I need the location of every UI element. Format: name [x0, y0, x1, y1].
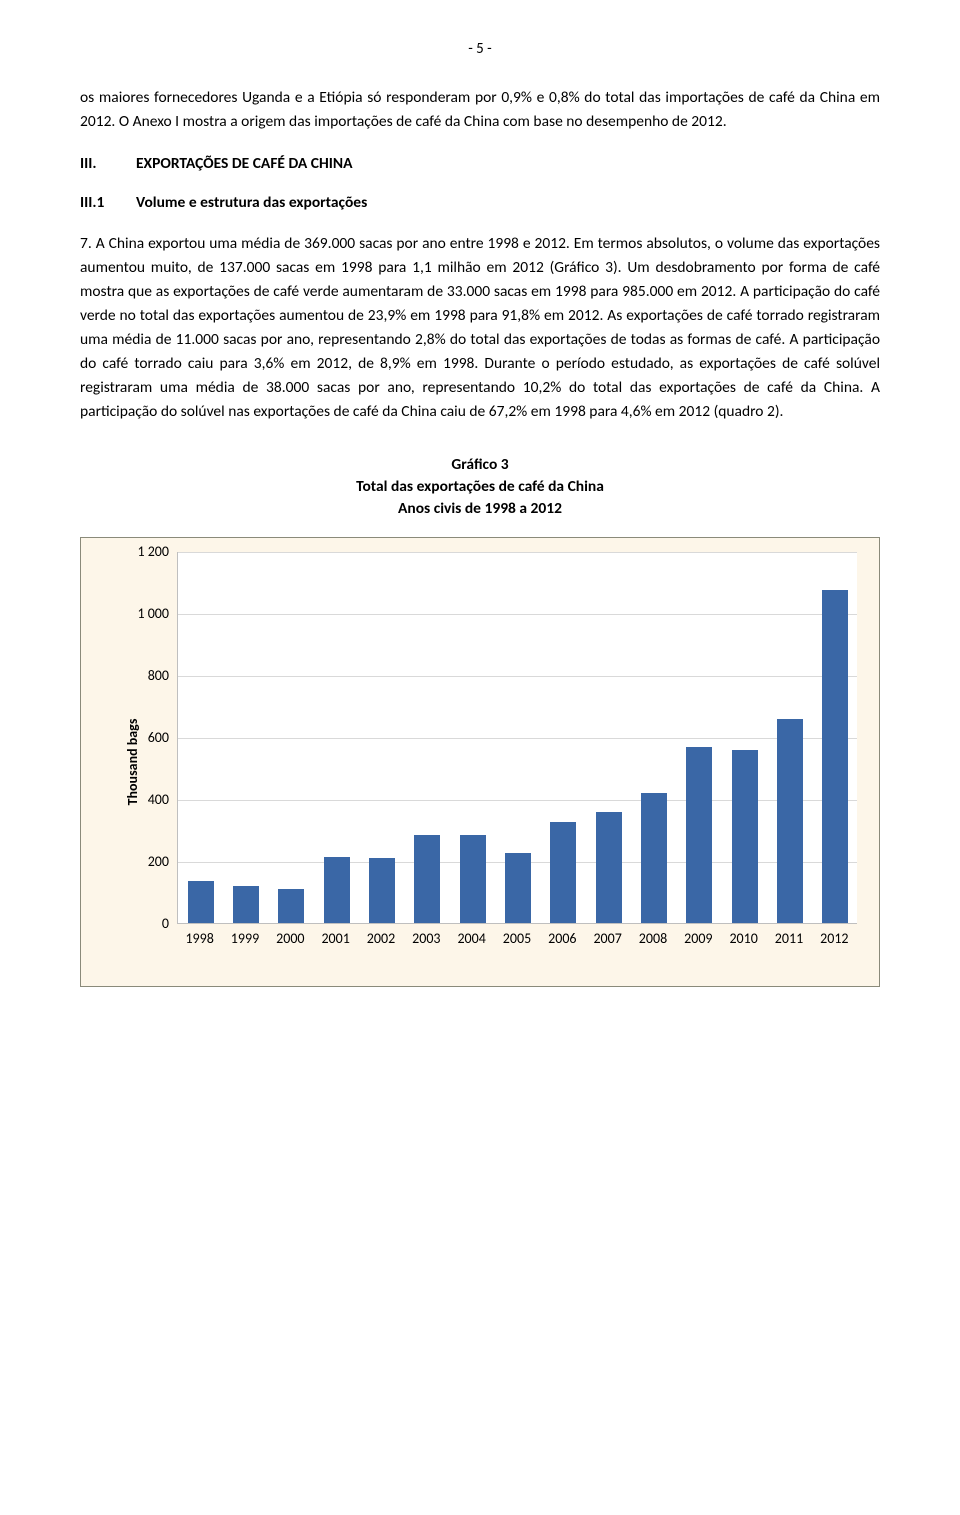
section-title: EXPORTAÇÕES DE CAFÉ DA CHINA: [136, 154, 353, 173]
chart-title-line3: Anos civis de 1998 a 2012: [80, 498, 880, 520]
y-tick-label: 0: [49, 915, 169, 932]
x-tick-label: 2001: [316, 930, 356, 947]
bar: [505, 853, 531, 923]
bar: [278, 889, 304, 923]
bar: [414, 835, 440, 923]
x-tick-label: 2007: [588, 930, 628, 947]
x-tick-label: 2008: [633, 930, 673, 947]
y-tick-label: 600: [49, 729, 169, 746]
chart-title-line1: Gráfico 3: [80, 454, 880, 476]
bar: [369, 858, 395, 923]
x-tick-label: 1998: [180, 930, 220, 947]
x-tick-label: 2002: [361, 930, 401, 947]
x-tick-label: 2009: [678, 930, 718, 947]
y-tick-label: 200: [49, 853, 169, 870]
bar-chart: Thousand bags 02004006008001 0001 200199…: [80, 537, 880, 987]
plot-area: [177, 552, 857, 924]
bar: [233, 886, 259, 923]
subsection-num: III.1: [80, 193, 136, 212]
y-tick-label: 800: [49, 667, 169, 684]
bar: [822, 590, 848, 923]
gridline: [178, 552, 857, 553]
body-paragraph-2: 7. A China exportou uma média de 369.000…: [80, 232, 880, 424]
chart-title: Gráfico 3 Total das exportações de café …: [80, 454, 880, 519]
x-tick-label: 2004: [452, 930, 492, 947]
gridline: [178, 614, 857, 615]
page-number: - 5 -: [80, 40, 880, 58]
x-tick-label: 2000: [270, 930, 310, 947]
x-tick-label: 2012: [814, 930, 854, 947]
bar: [188, 881, 214, 923]
bar: [777, 719, 803, 924]
bar: [460, 835, 486, 923]
chart-title-line2: Total das exportações de café da China: [80, 476, 880, 498]
y-tick-label: 1 200: [49, 543, 169, 560]
x-tick-label: 2005: [497, 930, 537, 947]
bar: [596, 812, 622, 924]
gridline: [178, 676, 857, 677]
section-heading-3: III. EXPORTAÇÕES DE CAFÉ DA CHINA: [80, 154, 880, 173]
x-tick-label: 2006: [542, 930, 582, 947]
body-paragraph-1: os maiores fornecedores Uganda e a Etióp…: [80, 86, 880, 134]
x-tick-label: 2011: [769, 930, 809, 947]
bar: [324, 857, 350, 924]
bar: [550, 822, 576, 923]
y-tick-label: 400: [49, 791, 169, 808]
bar: [732, 750, 758, 924]
y-tick-label: 1 000: [49, 605, 169, 622]
section-roman: III.: [80, 154, 136, 173]
bar: [686, 747, 712, 924]
x-tick-label: 2010: [724, 930, 764, 947]
subsection-title: Volume e estrutura das exportações: [136, 193, 367, 212]
gridline: [178, 738, 857, 739]
subsection-heading-3-1: III.1 Volume e estrutura das exportações: [80, 193, 880, 212]
bar: [641, 793, 667, 923]
x-tick-label: 2003: [406, 930, 446, 947]
x-tick-label: 1999: [225, 930, 265, 947]
